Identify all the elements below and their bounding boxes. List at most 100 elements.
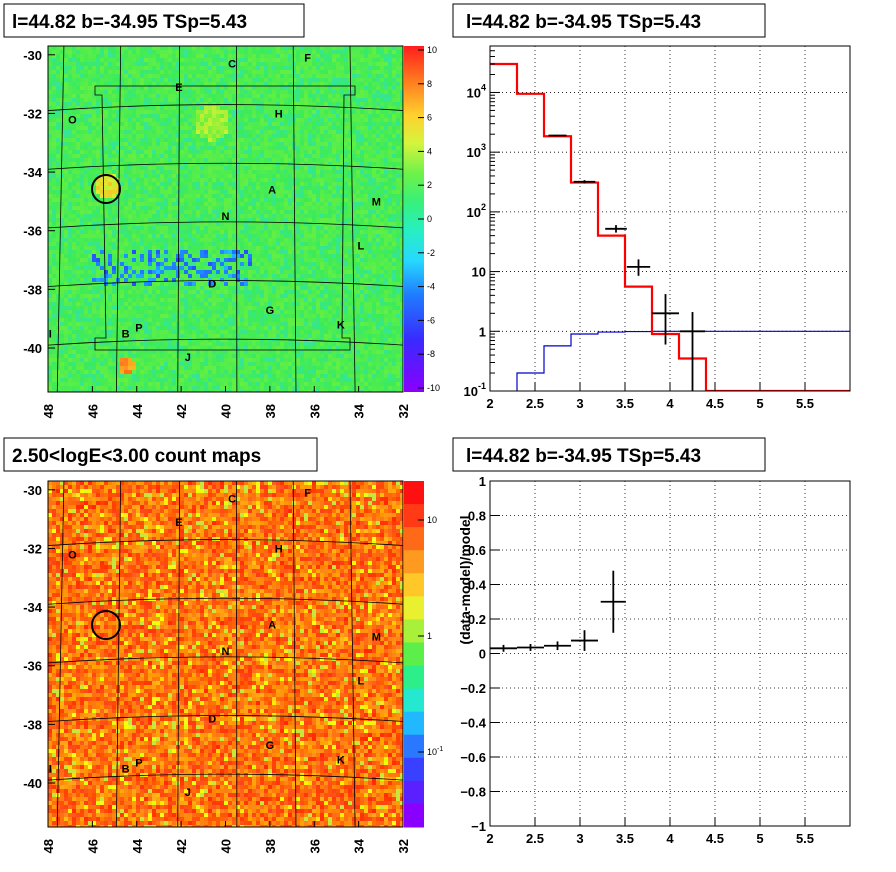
heat-cell bbox=[324, 178, 328, 182]
heat-cell bbox=[320, 94, 324, 98]
heat-cell bbox=[136, 254, 140, 258]
heat-cell bbox=[88, 102, 92, 106]
heat-cell bbox=[196, 138, 200, 142]
heat-cell bbox=[136, 242, 140, 246]
heat-cell bbox=[200, 226, 204, 230]
heat-cell bbox=[392, 126, 396, 130]
heat-cell bbox=[320, 214, 324, 218]
heat-cell bbox=[92, 62, 96, 66]
heat-cell bbox=[120, 114, 124, 118]
heat-cell bbox=[120, 246, 124, 250]
heat-cell bbox=[200, 230, 204, 234]
heat-cell bbox=[388, 110, 392, 114]
heat-cell bbox=[276, 222, 280, 226]
heat-cell bbox=[232, 90, 236, 94]
heat-cell bbox=[116, 126, 120, 130]
heat-cell bbox=[384, 222, 388, 226]
heat-cell bbox=[380, 50, 384, 54]
heat-cell bbox=[80, 46, 84, 50]
heat-cell bbox=[396, 258, 400, 262]
heat-cell bbox=[336, 106, 340, 110]
heat-cell bbox=[80, 114, 84, 118]
heat-cell bbox=[60, 186, 64, 190]
heat-cell bbox=[176, 54, 180, 58]
heat-cell bbox=[100, 134, 104, 138]
heat-cell bbox=[120, 102, 124, 106]
heat-cell bbox=[104, 214, 108, 218]
heat-cell bbox=[308, 210, 312, 214]
heat-cell bbox=[368, 102, 372, 106]
heat-cell bbox=[352, 126, 356, 130]
heat-cell bbox=[136, 98, 140, 102]
heat-cell bbox=[368, 150, 372, 154]
heat-cell bbox=[188, 238, 192, 242]
heat-cell bbox=[184, 226, 188, 230]
heat-cell bbox=[52, 58, 56, 62]
heat-cell bbox=[116, 50, 120, 54]
heat-cell bbox=[248, 166, 252, 170]
heat-cell bbox=[88, 66, 92, 70]
heat-cell bbox=[300, 122, 304, 126]
heat-cell bbox=[396, 114, 400, 118]
heat-cell bbox=[376, 190, 380, 194]
heat-cell bbox=[220, 206, 224, 210]
heat-cell bbox=[252, 254, 256, 258]
heat-cell bbox=[188, 150, 192, 154]
heat-cell bbox=[176, 218, 180, 222]
heat-cell bbox=[52, 230, 56, 234]
heat-cell bbox=[352, 226, 356, 230]
heat-cell bbox=[288, 146, 292, 150]
heat-cell bbox=[296, 78, 300, 82]
heat-cell bbox=[312, 98, 316, 102]
heat-cell bbox=[312, 166, 316, 170]
heat-cell bbox=[76, 46, 80, 50]
heat-cell bbox=[312, 238, 316, 242]
heat-cell bbox=[304, 98, 308, 102]
heat-cell bbox=[184, 158, 188, 162]
heat-cell bbox=[344, 130, 348, 134]
heat-cell bbox=[92, 142, 96, 146]
heat-cell bbox=[216, 154, 220, 158]
heat-cell bbox=[172, 82, 176, 86]
heat-cell bbox=[392, 134, 396, 138]
heat-cell bbox=[280, 50, 284, 54]
heat-cell bbox=[120, 74, 124, 78]
heat-cell bbox=[132, 54, 136, 58]
heat-cell bbox=[400, 174, 403, 178]
heat-cell bbox=[252, 66, 256, 70]
heat-cell bbox=[256, 90, 260, 94]
heat-cell bbox=[52, 246, 56, 250]
heat-cell bbox=[396, 222, 400, 226]
heat-cell bbox=[220, 150, 224, 154]
heat-cell bbox=[60, 230, 64, 234]
heat-cell bbox=[344, 178, 348, 182]
heat-cell bbox=[68, 58, 72, 62]
heat-cell bbox=[280, 106, 284, 110]
heat-cell bbox=[320, 266, 324, 270]
heat-cell bbox=[80, 62, 84, 66]
heat-cell bbox=[300, 126, 304, 130]
heat-cell bbox=[64, 66, 68, 70]
heat-cell bbox=[252, 178, 256, 182]
heat-cell bbox=[216, 218, 220, 222]
heat-cell bbox=[332, 186, 336, 190]
heat-cell bbox=[144, 186, 148, 190]
heat-cell bbox=[296, 54, 300, 58]
heat-cell bbox=[200, 86, 204, 90]
heat-cell bbox=[376, 110, 380, 114]
heat-cell bbox=[308, 134, 312, 138]
heat-cell bbox=[216, 86, 220, 90]
heat-cell bbox=[272, 82, 276, 86]
heat-cell bbox=[92, 86, 96, 90]
heat-cell bbox=[360, 218, 364, 222]
heat-cell bbox=[144, 138, 148, 142]
heat-cell bbox=[272, 158, 276, 162]
heat-cell bbox=[148, 230, 152, 234]
heat-cell bbox=[228, 218, 232, 222]
heat-cell bbox=[160, 146, 164, 150]
heat-cell bbox=[156, 186, 160, 190]
heat-cell bbox=[376, 226, 380, 230]
heat-cell bbox=[392, 246, 396, 250]
heat-cell bbox=[300, 66, 304, 70]
heat-cell bbox=[304, 70, 308, 74]
